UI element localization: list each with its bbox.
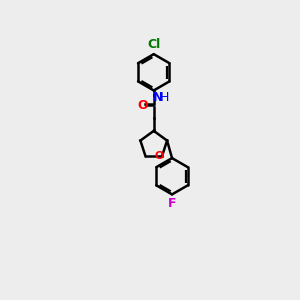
Text: O: O	[137, 99, 148, 112]
Text: H: H	[160, 91, 169, 103]
Text: Cl: Cl	[147, 38, 160, 51]
Text: N: N	[153, 91, 163, 103]
Text: O: O	[155, 151, 164, 161]
Text: F: F	[168, 197, 176, 210]
